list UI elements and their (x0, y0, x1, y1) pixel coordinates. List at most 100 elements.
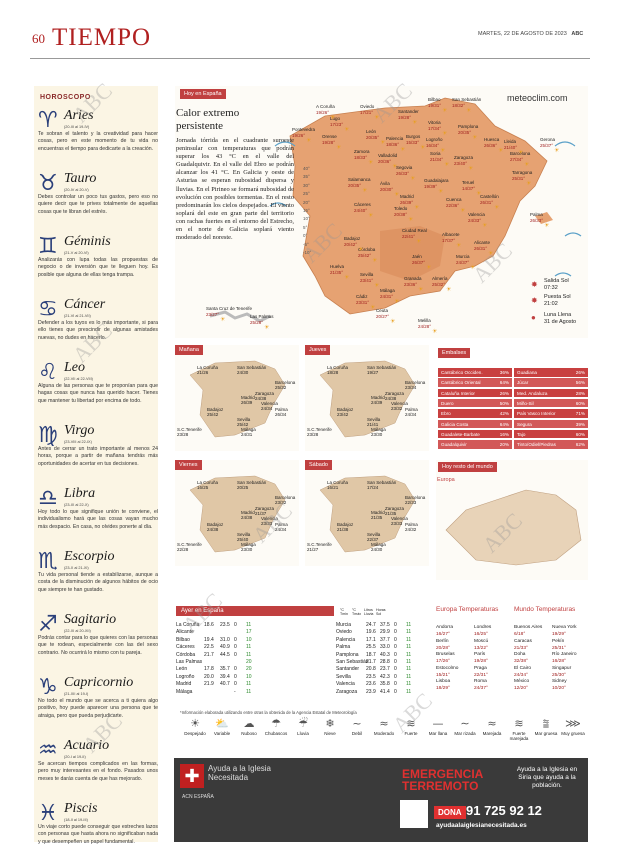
forecast-city-name: La Coruña (197, 365, 219, 370)
cross-icon: ✚ (180, 764, 204, 788)
ayer-row: Pamplona 18.7 40.3 0 11 (336, 652, 432, 659)
city-temp: 26/33° (530, 217, 544, 223)
city-name: Ávila (380, 181, 390, 186)
ayer-value: 11 (246, 651, 252, 658)
city-forecast: Gerona 25/37° (540, 137, 555, 148)
city-name: Palencia (386, 136, 404, 141)
legend-item: — Mar llana (423, 716, 453, 736)
sun-icon: ☀ (476, 190, 482, 197)
city-forecast: Las Palmas 25/28° (250, 314, 274, 325)
sun-icon: ☀ (392, 163, 398, 170)
city-temp: 20/27° (376, 313, 390, 319)
legend-2-icon: ☁ (243, 717, 255, 730)
forecast-city: La Coruña 18/28 (327, 365, 348, 375)
legend-item: ⩰ Mar gruesa (531, 716, 561, 736)
zodiac-1-icon: ♉ (38, 171, 58, 196)
sunrise-icon: ✸ (531, 280, 538, 289)
forecast-city: Barcelona 25/32 (275, 380, 295, 390)
city-name: Pontevedra (292, 127, 316, 132)
sun-icon: ☀ (432, 328, 438, 335)
legend-item: ≋ Fuerte (396, 716, 426, 736)
city-forecast: Palma 26/33° (530, 212, 543, 223)
legend-4-icon: ☔ (298, 717, 308, 730)
forecast-city-name: La Coruña (327, 480, 349, 485)
forecast-city-temp: 24/34 (261, 406, 273, 411)
ayer-city: Murcia (336, 622, 352, 628)
city-temp: 21/35° (330, 269, 344, 275)
forecast-city-temp: 24/39 (371, 400, 383, 405)
legend-8-icon: ≋ (406, 717, 416, 730)
city-forecast: Alicante 26/31° (474, 240, 490, 251)
ayer-city: Málaga (176, 688, 193, 695)
forecast-city-name: Málaga (241, 427, 256, 432)
ayer-value: 35.7 (220, 666, 230, 673)
forecast-city: Sevilla 21/41 (367, 417, 380, 427)
city-name: Barcelona (510, 151, 531, 156)
qr-code (400, 800, 428, 828)
zodiac-3-icon: ♋ (38, 297, 58, 322)
city-forecast: Ávila 20/30° (380, 181, 393, 192)
forecast-city-name: Málaga (371, 427, 386, 432)
reservoir-row: Tinto/Odiel/Piedras 62% (514, 440, 588, 449)
sun-icon: ☀ (440, 147, 446, 154)
page-number: 60 (32, 31, 45, 46)
ayer-value: 23.5 (366, 673, 376, 680)
sign-text: No todo el mundo que se acerca a ti quie… (38, 698, 158, 719)
forecast-city-temp: 21/38 (337, 527, 349, 532)
forecast-city: Barcelona 23/32 (275, 495, 295, 505)
ad-url[interactable]: ayudaalaiglesianecesitada.es (436, 822, 527, 829)
city-forecast: Salamanca 20/35° (348, 177, 371, 188)
ayer-value: 35.8 (380, 681, 390, 688)
forecast-city: Palma 24/34 (275, 522, 288, 532)
city-forecast: Toledo 20/38° (394, 206, 407, 217)
forecast-city-temp: 25/40 (237, 537, 249, 542)
sign-name: Sagitario (64, 612, 117, 627)
city-temp: 25/28° (250, 319, 264, 325)
city-name: Santa Cruz de Tenerife (206, 306, 252, 311)
ayer-value: 28.8 (380, 658, 390, 665)
mundo-title: Mundo Temperaturas (514, 606, 576, 613)
legend-label: Mar gruesa (534, 731, 558, 736)
city-forecast: Cádiz 23/31° (356, 294, 369, 305)
city-name: Melilla (418, 318, 431, 323)
city-forecast: Tarragona 25/31° (512, 170, 532, 181)
city-forecast: Lleida 21/40° (504, 139, 517, 150)
forecast-city-name: Málaga (241, 542, 256, 547)
forecast-city: Sevilla 22/37 (367, 532, 380, 542)
sun-icon: ☀ (468, 165, 474, 172)
reservoir-level: 60% (575, 431, 585, 437)
sign-dates: (18-II al 19-III) (64, 818, 88, 822)
sun-icon: ☀ (344, 126, 350, 133)
ayer-value: 23.7 (380, 666, 390, 673)
sun-icon: ☀ (498, 147, 504, 154)
city-forecast: Guadalajara 19/39° (424, 178, 449, 189)
sign-name: Cáncer (64, 297, 106, 312)
ayer-value: 24.7 (366, 622, 376, 628)
forecast-city-name: Palma (405, 407, 418, 412)
ayer-value: 11 (406, 673, 412, 680)
forecast-city: Badajoz 23/42 (337, 407, 353, 417)
city-forecast: Segovia 26/33° (396, 165, 412, 176)
sun-icon: ☀ (394, 298, 400, 305)
ayer-value: 42.3 (380, 673, 390, 680)
world-city: Berlín (436, 638, 449, 644)
ayer-row: Málaga - 11 (176, 689, 334, 696)
reservoir-name: Ebro (441, 411, 451, 417)
forecast-city-temp: 24/38 (385, 396, 397, 401)
ayer-value: 0 (234, 636, 237, 643)
city-name: Tarragona (512, 170, 533, 175)
ayer-row: Murcia 24.7 37.5 0 11 (336, 622, 432, 629)
sun-icon: ☀ (374, 114, 380, 121)
mundo-table: Buenos Aires 6/18° Nueva York 19/29° Caracas… (514, 625, 590, 693)
ayer-value: 0 (234, 681, 237, 688)
city-temp: 19/28° (398, 114, 412, 120)
advertisement[interactable]: ✚ Ayuda a la Iglesia Necesitada ACN ESPA… (174, 758, 588, 842)
city-name: Madrid (400, 194, 414, 199)
legend-7-icon: ≈ (379, 717, 389, 730)
ayer-value: 21.7 (366, 658, 376, 665)
city-temp: 18/36° (386, 141, 400, 147)
zodiac-11-icon: ♓ (38, 801, 58, 826)
city-name: Granada (404, 276, 422, 281)
lead-paragraph: Jornada tórrida en el cuadrante suroeste… (176, 137, 294, 242)
forecast-city-temp: 24/38 (207, 527, 219, 532)
